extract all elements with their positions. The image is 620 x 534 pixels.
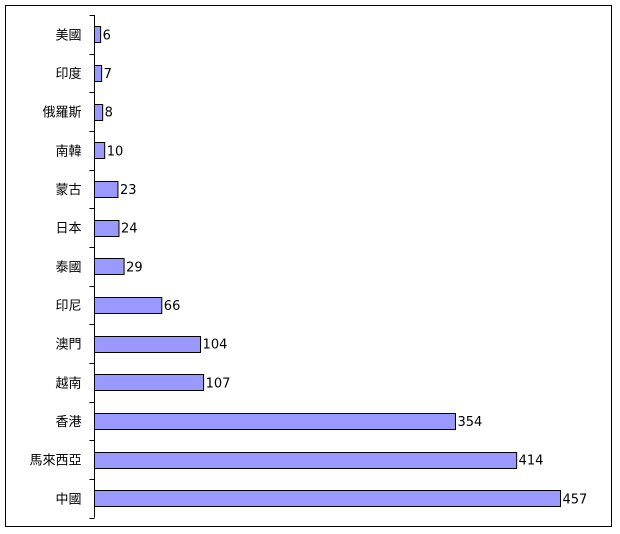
category-label: 澳門 [55, 337, 81, 353]
data-label: 29 [126, 260, 143, 275]
category-label: 中國 [55, 492, 81, 507]
data-label: 414 [519, 454, 544, 469]
category-label: 香港 [55, 415, 81, 430]
bar [94, 104, 104, 121]
category-label: 印尼 [55, 299, 81, 314]
data-label: 66 [164, 299, 181, 314]
bar [94, 490, 561, 507]
bar [94, 142, 106, 159]
bar [94, 26, 102, 43]
data-label: 8 [105, 106, 113, 121]
bar [94, 220, 120, 237]
data-label: 10 [107, 144, 124, 159]
bar [94, 374, 205, 391]
bar [94, 258, 125, 275]
data-label: 7 [104, 67, 112, 82]
data-label: 6 [103, 28, 111, 43]
category-label: 越南 [55, 375, 81, 391]
bar [94, 65, 103, 82]
category-label: 美國 [55, 28, 81, 43]
chart-frame [5, 5, 612, 527]
bar [94, 181, 119, 198]
data-label: 23 [120, 183, 137, 198]
bar [94, 452, 518, 469]
bar [94, 336, 202, 353]
data-label: 104 [203, 338, 228, 353]
bar [94, 413, 456, 430]
category-label: 俄羅斯 [42, 106, 81, 121]
bar [94, 297, 163, 314]
category-label: 泰國 [55, 260, 81, 275]
category-label: 蒙古 [55, 183, 81, 198]
category-label: 日本 [55, 222, 81, 237]
category-label: 馬來西亞 [29, 454, 81, 469]
data-label: 24 [121, 222, 138, 237]
category-label: 印度 [55, 66, 81, 82]
data-label: 457 [563, 492, 588, 507]
category-label: 南韓 [55, 143, 81, 159]
data-label: 107 [206, 376, 231, 391]
data-label: 354 [457, 415, 482, 430]
